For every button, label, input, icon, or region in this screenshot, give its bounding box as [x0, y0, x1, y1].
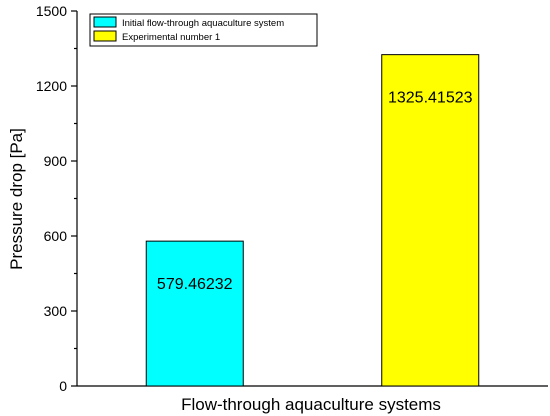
y-tick-label: 1200 [36, 78, 67, 94]
y-tick-label: 1500 [36, 3, 67, 19]
legend-swatch-2 [93, 30, 117, 42]
legend-label-1: Initial flow-through aquaculture system [122, 18, 284, 29]
x-axis-title: Flow-through aquaculture systems [181, 395, 441, 414]
bar-value-label-1: 579.46232 [157, 276, 233, 293]
y-axis-title: Pressure drop [Pa] [7, 128, 26, 270]
legend-frame [89, 13, 318, 47]
y-tick-label: 0 [59, 378, 67, 394]
bar-2 [381, 54, 480, 387]
y-tick-label: 300 [44, 303, 68, 319]
y-tick-label: 600 [44, 228, 68, 244]
plot-area: 0 300 600 900 1200 1500 579.46232 1325.41523 [36, 3, 548, 394]
legend-swatch-1 [93, 16, 117, 28]
bar-value-label-2: 1325.41523 [388, 90, 473, 107]
legend: Initial flow-through aquaculture system E… [89, 13, 318, 47]
bar-1 [145, 240, 244, 387]
y-tick-label: 900 [44, 153, 68, 169]
legend-label-2: Experimental number 1 [122, 32, 220, 43]
